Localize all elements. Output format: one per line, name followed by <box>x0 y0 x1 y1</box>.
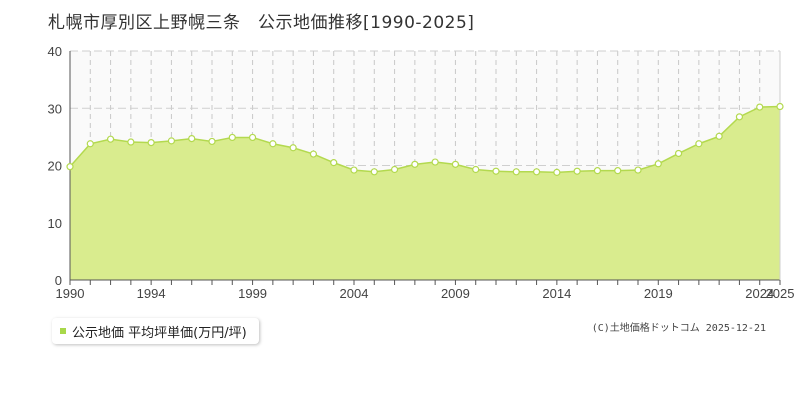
axes <box>69 51 781 285</box>
data-point <box>472 165 480 174</box>
data-point <box>715 132 723 140</box>
x-tick-label: 2009 <box>441 286 470 301</box>
data-points <box>66 102 784 176</box>
data-point <box>269 140 277 148</box>
data-point <box>492 167 500 175</box>
data-point <box>86 140 94 148</box>
data-point <box>593 167 602 175</box>
x-tick-label: 1999 <box>238 286 267 301</box>
data-point <box>756 103 764 111</box>
tick-labels: 0 10 20 30 40 1990 1994 1999 2004 2009 2014 2019 202… <box>48 44 795 301</box>
chart-title: 札幌市厚別区上野幌三条 公示地価推移[1990-2025] <box>48 13 475 33</box>
data-point <box>431 158 439 166</box>
data-point <box>614 167 622 175</box>
data-point <box>309 150 318 158</box>
x-tick-label: 2025 <box>766 286 795 301</box>
data-point <box>695 140 703 148</box>
y-tick-label: 30 <box>48 101 62 116</box>
data-point <box>573 167 581 175</box>
y-tick-label: 20 <box>48 159 62 174</box>
data-point <box>248 133 257 142</box>
data-point <box>674 149 683 158</box>
area-fill <box>70 106 780 280</box>
y-tick-label: 10 <box>48 216 62 231</box>
data-point <box>66 163 74 171</box>
data-point <box>451 160 460 168</box>
data-point <box>735 113 744 121</box>
data-point <box>634 166 642 174</box>
data-point <box>127 138 135 146</box>
legend-swatch <box>60 328 66 334</box>
data-point <box>147 139 155 147</box>
y-tick-label: 40 <box>48 44 62 59</box>
data-point <box>370 168 378 176</box>
data-point <box>553 168 561 176</box>
data-point <box>289 144 297 152</box>
data-point <box>188 134 196 143</box>
data-point <box>512 168 520 176</box>
data-point <box>330 159 338 167</box>
data-point <box>411 160 419 168</box>
x-tick-label: 1990 <box>56 286 85 301</box>
legend-label: 公示地価 平均坪単価(万円/坪) <box>72 325 247 341</box>
x-tick-label: 1994 <box>137 286 166 301</box>
data-point <box>350 166 358 174</box>
y-tick-label: 0 <box>55 273 62 288</box>
data-point <box>390 165 399 174</box>
x-tick-label: 2024 <box>745 286 774 301</box>
x-tick-label: 2014 <box>542 286 571 301</box>
data-point <box>167 137 176 145</box>
data-point <box>654 160 662 168</box>
data-point <box>776 102 784 111</box>
data-point <box>208 137 216 146</box>
x-tick-label: 2019 <box>644 286 673 301</box>
data-point <box>106 135 115 143</box>
legend: 公示地価 平均坪単価(万円/坪) <box>52 318 259 344</box>
copyright-credit: (C)土地価格ドットコム 2025-12-21 <box>591 323 766 334</box>
x-tick-label: 2004 <box>340 286 369 301</box>
data-point <box>532 168 541 176</box>
data-point <box>228 133 236 142</box>
